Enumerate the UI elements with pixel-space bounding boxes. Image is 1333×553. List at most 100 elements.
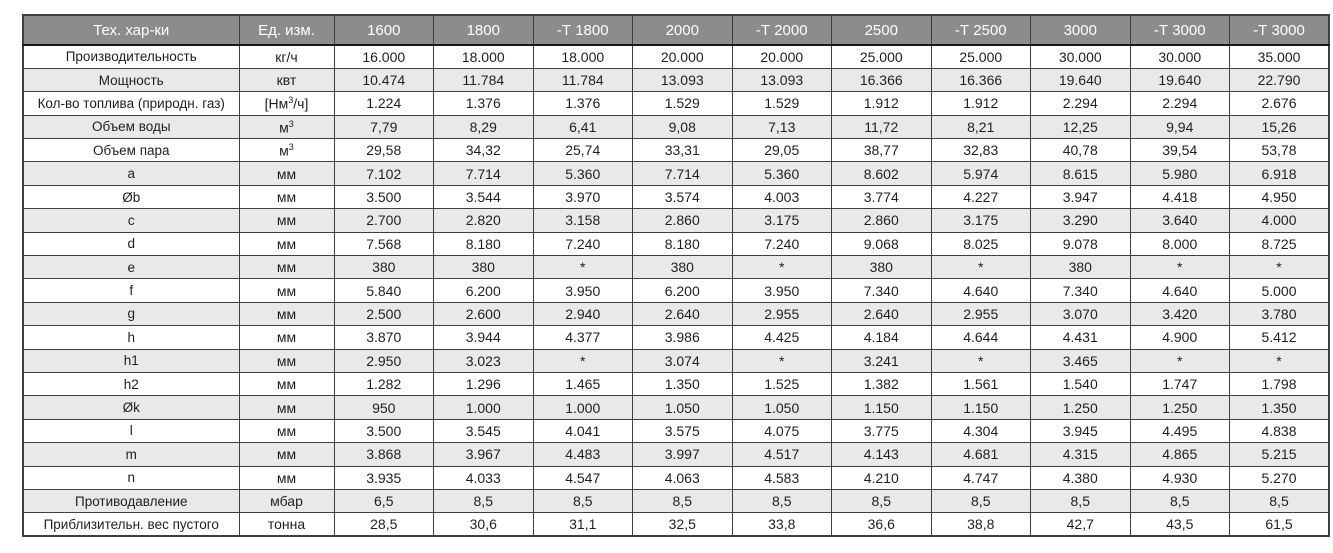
row-label: l (22, 418, 240, 444)
value-cell: 4.210 (831, 465, 932, 490)
table-row: Кол-во топлива (природн. газ) [Нм3/ч] 1.22… (22, 91, 1330, 116)
value-cell: 42,7 (1030, 512, 1131, 537)
value-cell: 3.158 (532, 208, 633, 233)
value-cell: 38,8 (930, 512, 1031, 537)
value-cell: 1.000 (433, 395, 534, 420)
row-unit: мм (238, 395, 335, 420)
value-cell: 18.000 (433, 44, 534, 69)
value-cell: 1.250 (1129, 395, 1230, 420)
value-cell: 33,31 (632, 138, 733, 163)
row-unit: м3 (238, 114, 335, 140)
value-cell: 6.200 (433, 278, 534, 303)
value-cell: 39,54 (1129, 138, 1230, 163)
column-header-3: 1800 (433, 14, 534, 46)
value-cell: 4.227 (930, 184, 1031, 210)
table-row: Противодавление мбар 6,5 8,5 8,5 8,5 8,5 8,5 8,5… (22, 488, 1330, 514)
value-cell: 8,5 (930, 488, 1031, 514)
value-cell: 8,5 (532, 488, 633, 514)
row-label: Объем пара (22, 138, 240, 163)
value-cell: 5.412 (1229, 325, 1330, 350)
value-cell: 3.780 (1229, 301, 1330, 327)
value-cell: 6.200 (632, 278, 733, 303)
value-cell: 4.418 (1129, 184, 1230, 210)
value-cell: 3.945 (1030, 418, 1131, 444)
value-cell: 950 (333, 395, 434, 420)
value-cell: 3.544 (433, 184, 534, 210)
value-cell: 8,5 (1229, 488, 1330, 514)
row-unit: мм (238, 255, 335, 280)
value-cell: 15,26 (1229, 114, 1330, 140)
value-cell: 8.615 (1030, 161, 1131, 186)
row-label: h (22, 325, 240, 350)
value-cell: 4.000 (1229, 208, 1330, 233)
row-unit: мм (238, 208, 335, 233)
value-cell: 8,5 (1030, 488, 1131, 514)
value-cell: 3.997 (632, 442, 733, 467)
value-cell: 7.102 (333, 161, 434, 186)
row-label: Производительность (22, 44, 240, 69)
table-row: Мощность квт 10.474 11.784 11.784 13.093 13.09… (22, 67, 1330, 93)
value-cell: 1.529 (731, 91, 832, 116)
row-label: Мощность (22, 67, 240, 93)
row-label: d (22, 231, 240, 257)
value-cell: * (731, 348, 832, 373)
value-cell: 8.000 (1129, 231, 1230, 257)
superscript-3: 3 (288, 118, 294, 129)
value-cell: 4.640 (1129, 278, 1230, 303)
value-cell: 1.350 (1229, 395, 1330, 420)
value-cell: 3.950 (532, 278, 633, 303)
value-cell: 3.575 (632, 418, 733, 444)
column-header-5: 2000 (632, 14, 733, 46)
row-label: h1 (22, 348, 240, 373)
value-cell: 1.350 (632, 371, 733, 397)
value-cell: 4.483 (532, 442, 633, 467)
table-row: Приблизительн. вес пустого тонна 28,5 30,6 3… (22, 512, 1330, 537)
value-cell: 4.838 (1229, 418, 1330, 444)
value-cell: 1.912 (930, 91, 1031, 116)
value-cell: * (532, 348, 633, 373)
value-cell: 9,94 (1129, 114, 1230, 140)
value-cell: 2.860 (632, 208, 733, 233)
value-cell: 5.980 (1129, 161, 1230, 186)
value-cell: 8.025 (930, 231, 1031, 257)
table-row: e мм 380 380 * 380 * 380 * 380 * * (22, 255, 1330, 280)
value-cell: 8,29 (433, 114, 534, 140)
value-cell: * (532, 255, 633, 280)
table-row: f мм 5.840 6.200 3.950 6.200 3.950 7.340 4.640 7.… (22, 278, 1330, 303)
column-header-6: -Т 2000 (731, 14, 832, 46)
value-cell: 30.000 (1030, 44, 1131, 69)
value-cell: 2.640 (831, 301, 932, 327)
value-cell: * (930, 348, 1031, 373)
value-cell: 1.561 (930, 371, 1031, 397)
row-label: Øb (22, 184, 240, 210)
row-label: c (22, 208, 240, 233)
value-cell: 3.465 (1030, 348, 1131, 373)
value-cell: 1.250 (1030, 395, 1131, 420)
value-cell: * (1229, 255, 1330, 280)
value-cell: 7.714 (632, 161, 733, 186)
row-label: g (22, 301, 240, 327)
table-row: Объем пара м3 29,58 34,32 25,74 33,31 29,05 38,… (22, 138, 1330, 163)
value-cell: 1.150 (930, 395, 1031, 420)
value-cell: 11.784 (532, 67, 633, 93)
value-cell: 1.050 (731, 395, 832, 420)
table-row: Øb мм 3.500 3.544 3.970 3.574 4.003 3.774 4.227 3… (22, 184, 1330, 210)
value-cell: 3.420 (1129, 301, 1230, 327)
row-label: Противодавление (22, 488, 240, 514)
value-cell: 1.282 (333, 371, 434, 397)
value-cell: 3.574 (632, 184, 733, 210)
row-label: Øk (22, 395, 240, 420)
value-cell: 4.075 (731, 418, 832, 444)
table-row: c мм 2.700 2.820 3.158 2.860 3.175 2.860 3.175 3.… (22, 208, 1330, 233)
value-cell: 3.074 (632, 348, 733, 373)
value-cell: 2.676 (1229, 91, 1330, 116)
value-cell: 2.500 (333, 301, 434, 327)
value-cell: 380 (1030, 255, 1131, 280)
value-cell: * (930, 255, 1031, 280)
value-cell: 1.525 (731, 371, 832, 397)
value-cell: 4.003 (731, 184, 832, 210)
value-cell: 1.150 (831, 395, 932, 420)
column-header-11: -Т 3000 (1229, 14, 1330, 46)
table-row: g мм 2.500 2.600 2.940 2.640 2.955 2.640 2.955 3.… (22, 301, 1330, 327)
value-cell: 2.294 (1030, 91, 1131, 116)
